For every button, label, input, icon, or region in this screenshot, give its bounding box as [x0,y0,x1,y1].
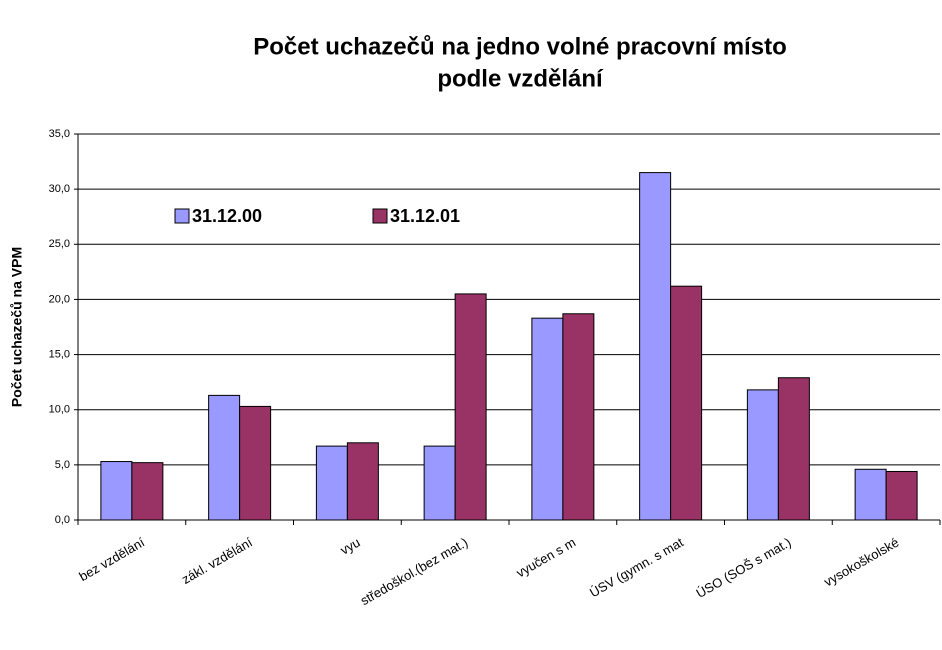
x-tick-label: ÚSO (SOŠ s mat.) [694,535,794,601]
bar [885,470,918,521]
y-tick-label: 25,0 [49,238,70,250]
y-tick-label: 0,0 [55,514,70,526]
x-tick-label: zákl. vzdělání [179,534,255,587]
bar [346,442,379,521]
bar [854,468,887,521]
y-tick-label: 10,0 [49,404,70,416]
legend-swatch [372,208,388,224]
legend-swatch [174,208,190,224]
bar [777,377,810,521]
x-tick-label: vysokoškolské [821,535,901,590]
chart-title: Počet uchazečů na jedno volné pracovní m… [253,33,786,60]
x-tick-label: vyučen s m [514,535,578,581]
bar [531,317,564,521]
bar [670,285,703,521]
y-tick-label: 20,0 [49,293,70,305]
bar [131,462,164,521]
bar [746,389,779,521]
x-tick-label: vyu [338,535,363,558]
bar [100,461,133,521]
bar [239,405,272,521]
y-tick-label: 15,0 [49,348,70,360]
bar [562,313,595,521]
y-tick-label: 35,0 [49,128,70,140]
x-tick-label: středoškol.(bez mat.) [358,535,471,609]
x-tick-label: ÚSV (gymn. s mat [587,534,686,600]
legend-label: 31.12.00 [192,206,262,226]
legend-label: 31.12.01 [390,206,460,226]
bar [315,445,348,521]
bar [639,172,672,521]
bar [454,293,487,521]
y-axis-label: Počet uchazečů na VPM [9,247,25,407]
bar [423,445,456,521]
chart-title: podle vzdělání [437,65,604,92]
y-tick-label: 5,0 [55,459,70,471]
x-tick-label: bez vzdělání [76,534,147,584]
y-tick-label: 30,0 [49,183,70,195]
bar [208,394,241,521]
